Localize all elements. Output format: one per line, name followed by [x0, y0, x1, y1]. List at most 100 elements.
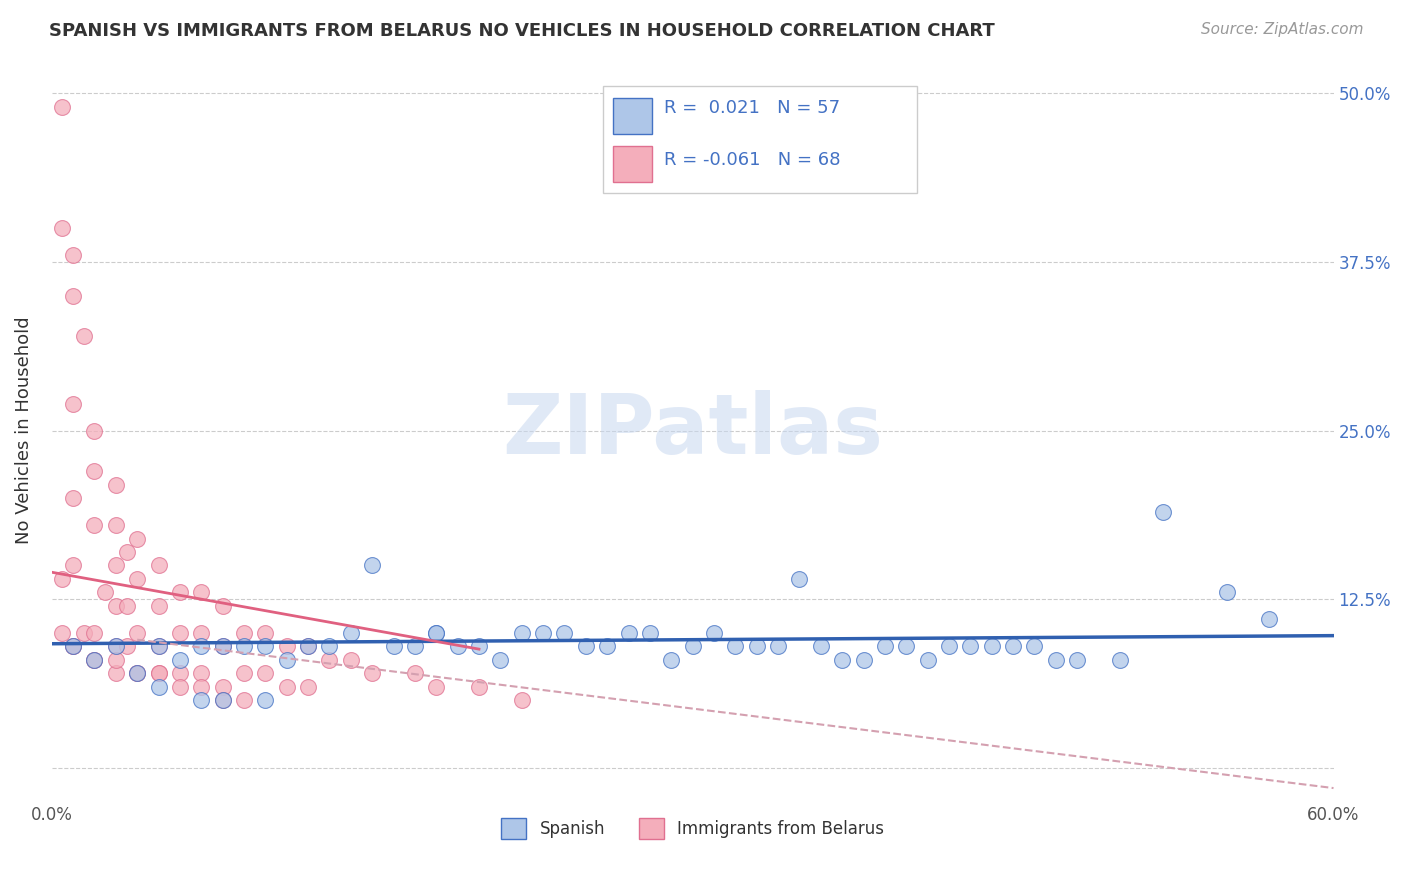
Point	[115, 599, 138, 613]
Point	[1215, 585, 1237, 599]
Point	[873, 640, 896, 654]
Point	[62, 640, 84, 654]
Point	[1258, 612, 1281, 626]
Point	[169, 653, 191, 667]
Point	[404, 640, 426, 654]
Point	[531, 626, 554, 640]
Point	[297, 680, 319, 694]
Point	[297, 640, 319, 654]
Point	[83, 653, 105, 667]
Point	[468, 680, 491, 694]
FancyBboxPatch shape	[613, 146, 651, 182]
Point	[297, 640, 319, 654]
Point	[83, 464, 105, 478]
Point	[340, 626, 363, 640]
Point	[83, 518, 105, 533]
Point	[190, 666, 212, 681]
Point	[959, 640, 981, 654]
Point	[980, 640, 1002, 654]
Point	[127, 626, 149, 640]
Point	[1066, 653, 1088, 667]
Point	[425, 680, 447, 694]
Point	[83, 424, 105, 438]
Point	[94, 585, 117, 599]
Point	[62, 396, 84, 410]
Point	[51, 572, 73, 586]
Point	[852, 653, 875, 667]
Point	[810, 640, 832, 654]
Point	[148, 680, 170, 694]
Point	[917, 653, 939, 667]
Point	[361, 666, 384, 681]
Point	[489, 653, 512, 667]
Legend: Spanish, Immigrants from Belarus: Spanish, Immigrants from Belarus	[495, 812, 890, 846]
Point	[104, 640, 127, 654]
Point	[127, 666, 149, 681]
Point	[724, 640, 747, 654]
Text: R = -0.061   N = 68: R = -0.061 N = 68	[665, 151, 841, 169]
Point	[276, 653, 298, 667]
Point	[254, 640, 277, 654]
Point	[190, 626, 212, 640]
Point	[104, 599, 127, 613]
Point	[617, 626, 640, 640]
Point	[62, 248, 84, 262]
Point	[938, 640, 960, 654]
Point	[446, 640, 468, 654]
Point	[169, 585, 191, 599]
Point	[211, 680, 233, 694]
Point	[211, 693, 233, 707]
Point	[104, 640, 127, 654]
Point	[211, 599, 233, 613]
Point	[51, 626, 73, 640]
Point	[404, 666, 426, 681]
Point	[233, 640, 256, 654]
Text: ZIPatlas: ZIPatlas	[502, 390, 883, 471]
Point	[148, 666, 170, 681]
Point	[510, 626, 533, 640]
Point	[148, 640, 170, 654]
Point	[553, 626, 575, 640]
Point	[127, 666, 149, 681]
Point	[682, 640, 704, 654]
Point	[233, 693, 256, 707]
Point	[127, 572, 149, 586]
Point	[211, 640, 233, 654]
Point	[659, 653, 682, 667]
FancyBboxPatch shape	[613, 98, 651, 134]
Point	[73, 329, 96, 343]
Point	[425, 626, 447, 640]
Point	[104, 477, 127, 491]
Point	[1109, 653, 1132, 667]
Point	[115, 545, 138, 559]
Point	[254, 666, 277, 681]
Point	[62, 288, 84, 302]
Point	[211, 640, 233, 654]
Point	[1045, 653, 1067, 667]
Point	[276, 680, 298, 694]
Point	[425, 626, 447, 640]
Point	[575, 640, 598, 654]
Point	[83, 653, 105, 667]
Point	[1024, 640, 1046, 654]
Point	[468, 640, 491, 654]
Point	[104, 666, 127, 681]
Point	[104, 653, 127, 667]
Point	[148, 640, 170, 654]
Point	[169, 626, 191, 640]
Point	[789, 572, 811, 586]
Point	[51, 100, 73, 114]
Point	[745, 640, 768, 654]
Point	[190, 693, 212, 707]
Text: SPANISH VS IMMIGRANTS FROM BELARUS NO VEHICLES IN HOUSEHOLD CORRELATION CHART: SPANISH VS IMMIGRANTS FROM BELARUS NO VE…	[49, 22, 995, 40]
Point	[115, 640, 138, 654]
Point	[276, 640, 298, 654]
Point	[148, 666, 170, 681]
Point	[62, 640, 84, 654]
Point	[510, 693, 533, 707]
Point	[51, 221, 73, 235]
Point	[340, 653, 363, 667]
Point	[233, 626, 256, 640]
Point	[148, 558, 170, 573]
Point	[127, 532, 149, 546]
